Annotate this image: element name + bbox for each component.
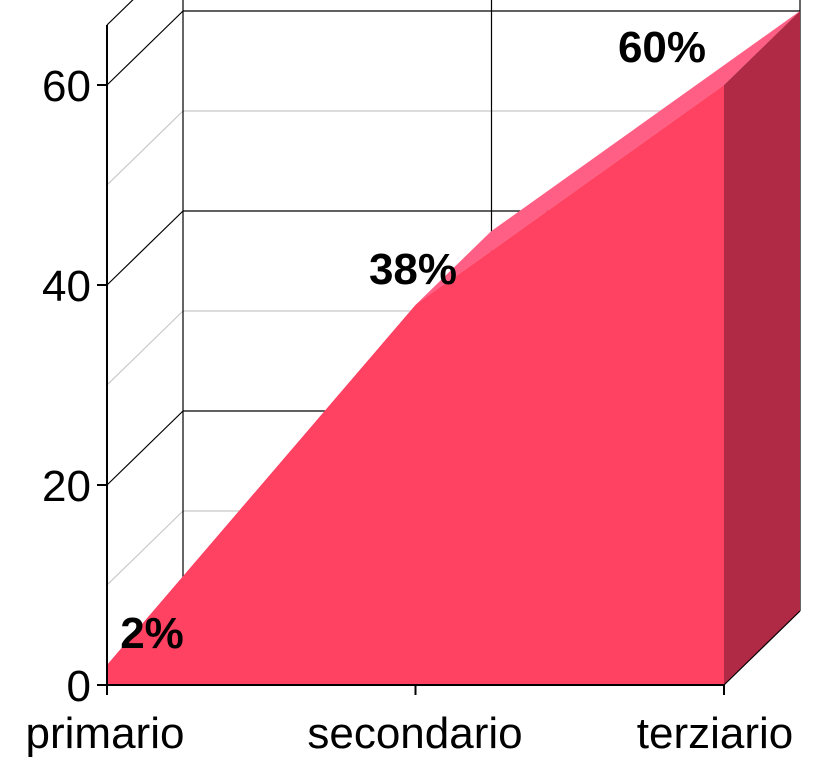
area-top-1 (415, 11, 800, 305)
data-label-secondario: 38% (369, 245, 457, 294)
area-series (107, 11, 800, 685)
gridline-depth-20 (106, 410, 184, 486)
chart-axes (97, 25, 801, 695)
floor-right-edge (723, 610, 801, 686)
data-label-terziario: 60% (618, 23, 706, 72)
x-category-primario: primario (26, 709, 185, 758)
area-front-face (107, 85, 724, 685)
y-tick-label-0: 0 (67, 662, 91, 711)
area-side-face (724, 11, 800, 685)
y-axis-ticks: 0 20 40 60 (42, 62, 91, 711)
data-label-primario: 2% (120, 609, 184, 658)
x-category-terziario: terziario (637, 709, 794, 758)
gridline-depth-40 (106, 210, 184, 286)
y-tick-label-20: 20 (42, 462, 91, 511)
y-tick-label-60: 60 (42, 62, 91, 111)
y-tick-label-40: 40 (42, 262, 91, 311)
gridline-depth-50 (106, 110, 184, 186)
gridline-depth-30 (106, 310, 184, 386)
x-axis-categories: primario secondario terziario (26, 709, 794, 758)
wall-top-depth (106, 0, 134, 26)
gridline-depth-10 (106, 510, 184, 586)
data-labels: 2% 38% 60% (120, 23, 706, 658)
gridline-depth-60 (106, 10, 184, 86)
x-category-secondario: secondario (307, 709, 522, 758)
